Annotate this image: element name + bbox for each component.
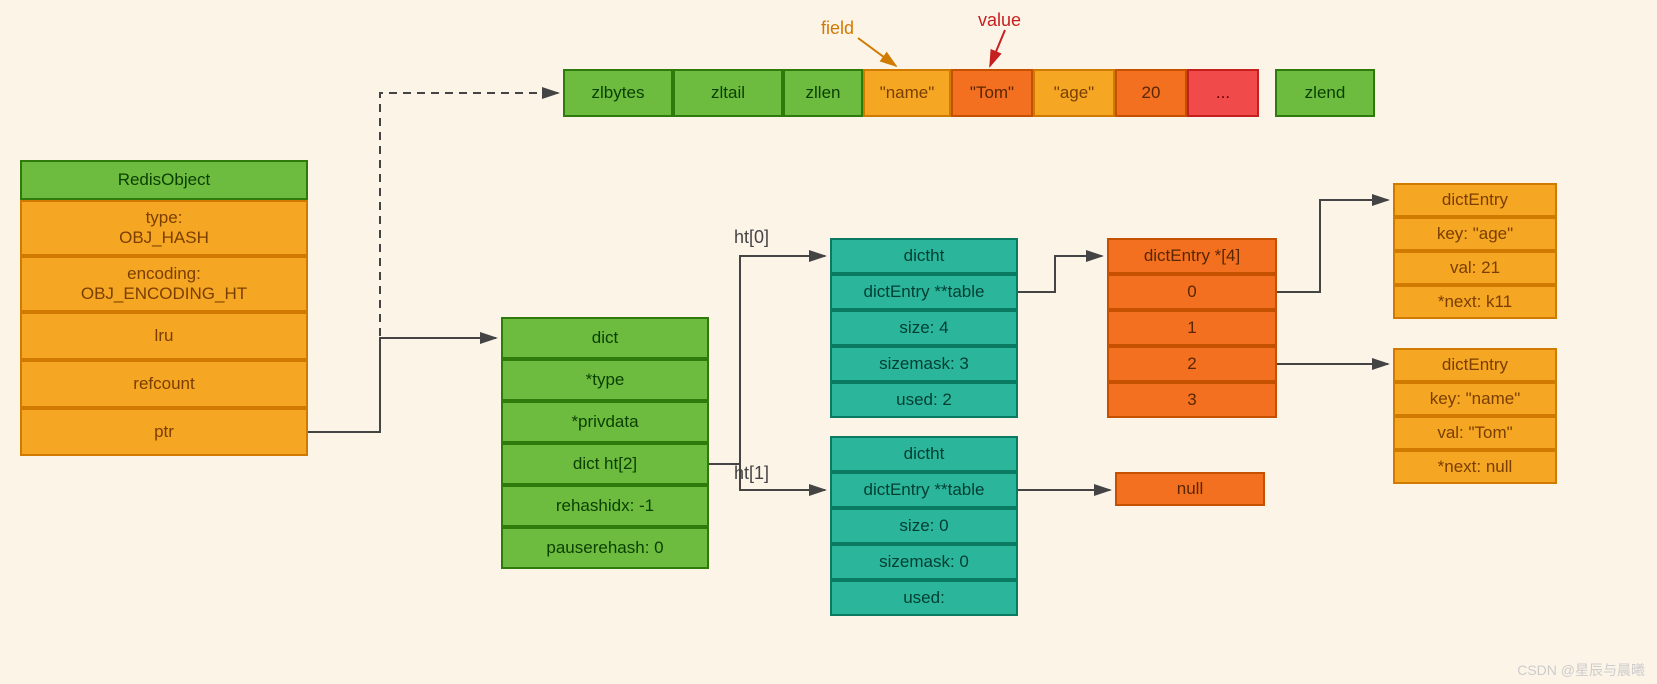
zl-zlbytes: zlbytes: [563, 69, 673, 117]
de-name-val: val: "Tom": [1393, 416, 1557, 450]
dh0-table: dictEntry **table: [830, 274, 1018, 310]
dict-rehash: rehashidx: -1: [501, 485, 709, 527]
dict-type: *type: [501, 359, 709, 401]
dh1-title: dictht: [830, 436, 1018, 472]
zl-age: "age": [1033, 69, 1115, 117]
ro-title: RedisObject: [20, 160, 308, 200]
arr-2: 2: [1107, 346, 1277, 382]
dh0-sizemask: sizemask: 3: [830, 346, 1018, 382]
ro-type: type: OBJ_HASH: [20, 200, 308, 256]
de-age-next: *next: k11: [1393, 285, 1557, 319]
zl-zllen: zllen: [783, 69, 863, 117]
dh1-table: dictEntry **table: [830, 472, 1018, 508]
annot-ht0: ht[0]: [734, 227, 769, 248]
arr-1: 1: [1107, 310, 1277, 346]
de-name-next: *next: null: [1393, 450, 1557, 484]
annot-field: field: [821, 18, 854, 39]
null-box: null: [1115, 472, 1265, 506]
de-name-key: key: "name": [1393, 382, 1557, 416]
dict-ht: dict ht[2]: [501, 443, 709, 485]
zl-dots: ...: [1187, 69, 1259, 117]
dh0-size: size: 4: [830, 310, 1018, 346]
arr-title: dictEntry *[4]: [1107, 238, 1277, 274]
arr-3: 3: [1107, 382, 1277, 418]
de-name-title: dictEntry: [1393, 348, 1557, 382]
arr-0: 0: [1107, 274, 1277, 310]
watermark: CSDN @星辰与晨曦: [1517, 660, 1645, 680]
zl-zltail: zltail: [673, 69, 783, 117]
dh0-title: dictht: [830, 238, 1018, 274]
de-age-key: key: "age": [1393, 217, 1557, 251]
annot-ht1: ht[1]: [734, 463, 769, 484]
zl-20: 20: [1115, 69, 1187, 117]
dict-privdata: *privdata: [501, 401, 709, 443]
annot-value: value: [978, 10, 1021, 31]
dh1-size: size: 0: [830, 508, 1018, 544]
dict-title: dict: [501, 317, 709, 359]
ro-ptr: ptr: [20, 408, 308, 456]
dh1-used: used:: [830, 580, 1018, 616]
dict-pause: pauserehash: 0: [501, 527, 709, 569]
zl-zlend: zlend: [1275, 69, 1375, 117]
ro-encoding: encoding: OBJ_ENCODING_HT: [20, 256, 308, 312]
de-age-title: dictEntry: [1393, 183, 1557, 217]
zl-tom: "Tom": [951, 69, 1033, 117]
dh0-used: used: 2: [830, 382, 1018, 418]
de-age-val: val: 21: [1393, 251, 1557, 285]
ro-refcount: refcount: [20, 360, 308, 408]
dh1-sizemask: sizemask: 0: [830, 544, 1018, 580]
ro-lru: lru: [20, 312, 308, 360]
zl-name: "name": [863, 69, 951, 117]
